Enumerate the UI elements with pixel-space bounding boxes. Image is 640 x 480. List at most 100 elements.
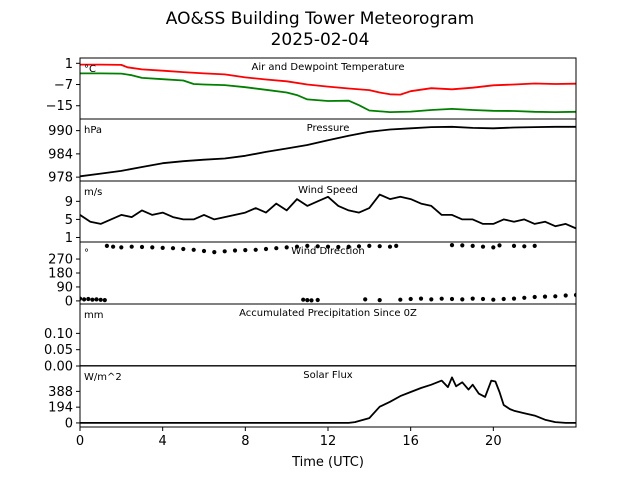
y-tick-label: 9 (65, 195, 73, 210)
series-line-0 (80, 376, 576, 424)
wind-direction-point (170, 246, 176, 251)
panel-4: 0.100.05 0.00 mm Accumulated Precipitation … (44, 303, 577, 375)
wind-direction-point (377, 298, 382, 303)
series-line-0 (80, 193, 576, 230)
wind-direction-point (553, 294, 558, 299)
panel-data (80, 243, 576, 303)
wind-direction-point (480, 244, 486, 249)
panels: 1−7−15°C Air and Dewpoint Temperature9909… (44, 57, 577, 431)
wind-direction-point (346, 244, 351, 249)
wind-direction-point (387, 244, 393, 249)
y-tick-label: 0 (65, 416, 73, 431)
panel-unit-label: mm (84, 310, 103, 321)
wind-direction-point (542, 294, 548, 299)
panel-data (80, 125, 576, 178)
wind-direction-point (222, 249, 227, 254)
panel-title: Pressure (307, 123, 350, 134)
wind-direction-point (253, 247, 258, 252)
wind-direction-point (377, 244, 382, 249)
wind-direction-point (104, 243, 109, 248)
panel-title: Solar Flux (303, 370, 353, 381)
y-tick-label: 0.10 (44, 327, 73, 342)
y-tick-label: −15 (46, 99, 73, 114)
y-tick-label: 270 (48, 253, 73, 268)
panel-unit-label: m/s (84, 187, 102, 198)
wind-direction-point (119, 245, 124, 250)
wind-direction-point (315, 244, 320, 249)
wind-direction-point (470, 296, 475, 301)
wind-direction-point (309, 298, 314, 303)
x-tick-label: 20 (485, 434, 502, 449)
x-axis-label: Time (UTC) (291, 455, 364, 470)
wind-direction-point (491, 245, 496, 250)
wind-direction-point (394, 243, 399, 248)
wind-direction-point (470, 243, 475, 248)
wind-direction-point (511, 296, 517, 301)
wind-direction-point (201, 248, 207, 254)
series-line-0 (80, 63, 576, 96)
figure-title-line2: 2025-02-04 (271, 30, 370, 50)
y-tick-label: 984 (48, 147, 73, 162)
panel-data (80, 193, 576, 230)
y-tick-label: 0.00 (44, 360, 73, 375)
y-tick-label: 5 (65, 213, 73, 228)
y-tick-label: 90 (56, 280, 73, 295)
wind-direction-point (139, 244, 145, 250)
y-tick-label: 1 (65, 231, 73, 246)
wind-direction-point (449, 296, 455, 302)
wind-direction-point (532, 294, 537, 300)
panel-unit-label: hPa (84, 125, 102, 136)
wind-direction-point (563, 293, 568, 298)
wind-direction-point (82, 297, 87, 302)
wind-direction-point (367, 243, 372, 248)
x-axis: 0 4 8 12 16 20 (76, 427, 502, 449)
wind-direction-point (80, 296, 83, 301)
wind-direction-point (501, 296, 506, 302)
panel-1: 990 984 978 hPa Pressure (48, 118, 577, 186)
wind-direction-point (408, 296, 413, 302)
wind-direction-point (305, 243, 310, 248)
wind-direction-point (449, 243, 455, 248)
panel-data (80, 63, 576, 113)
panel-title: Accumulated Precipitation Since 0Z (239, 308, 417, 319)
panel-unit-label: ° (84, 248, 89, 259)
panel-unit-label: °C (84, 64, 96, 75)
wind-direction-point (522, 244, 527, 249)
wind-direction-point (480, 296, 486, 302)
x-tick-label: 4 (159, 434, 167, 449)
y-tick-label: 990 (48, 124, 73, 139)
wind-direction-point (243, 248, 248, 253)
y-tick-label: 194 (48, 401, 73, 416)
wind-direction-point (325, 244, 331, 249)
x-tick-label: 12 (320, 434, 337, 449)
wind-direction-point (522, 295, 527, 300)
wind-direction-point (315, 297, 320, 303)
wind-direction-point (111, 244, 116, 249)
wind-direction-point (90, 297, 95, 302)
y-tick-label: 0.05 (44, 343, 73, 358)
y-tick-label: 978 (48, 171, 73, 186)
wind-direction-point (98, 297, 103, 302)
wind-direction-point (129, 244, 134, 249)
wind-direction-point (160, 245, 165, 250)
series-line-1 (80, 72, 576, 113)
wind-direction-point (150, 245, 155, 250)
wind-direction-point (460, 297, 465, 302)
panel-title: Air and Dewpoint Temperature (252, 62, 405, 73)
wind-direction-point (497, 243, 502, 248)
panel-2: 9 5 1 m/s Wind Speed (65, 180, 577, 246)
panel-title: Wind Speed (298, 185, 358, 196)
wind-direction-point (363, 297, 368, 302)
x-tick-label: 0 (76, 434, 84, 449)
y-tick-label: −7 (54, 78, 73, 93)
wind-direction-point (398, 297, 403, 302)
series-line-0 (80, 125, 576, 178)
wind-direction-point (284, 245, 289, 250)
wind-direction-point (94, 297, 99, 302)
wind-direction-point (305, 298, 310, 303)
y-tick-label: 180 (48, 267, 73, 282)
x-tick-label: 8 (241, 434, 249, 449)
